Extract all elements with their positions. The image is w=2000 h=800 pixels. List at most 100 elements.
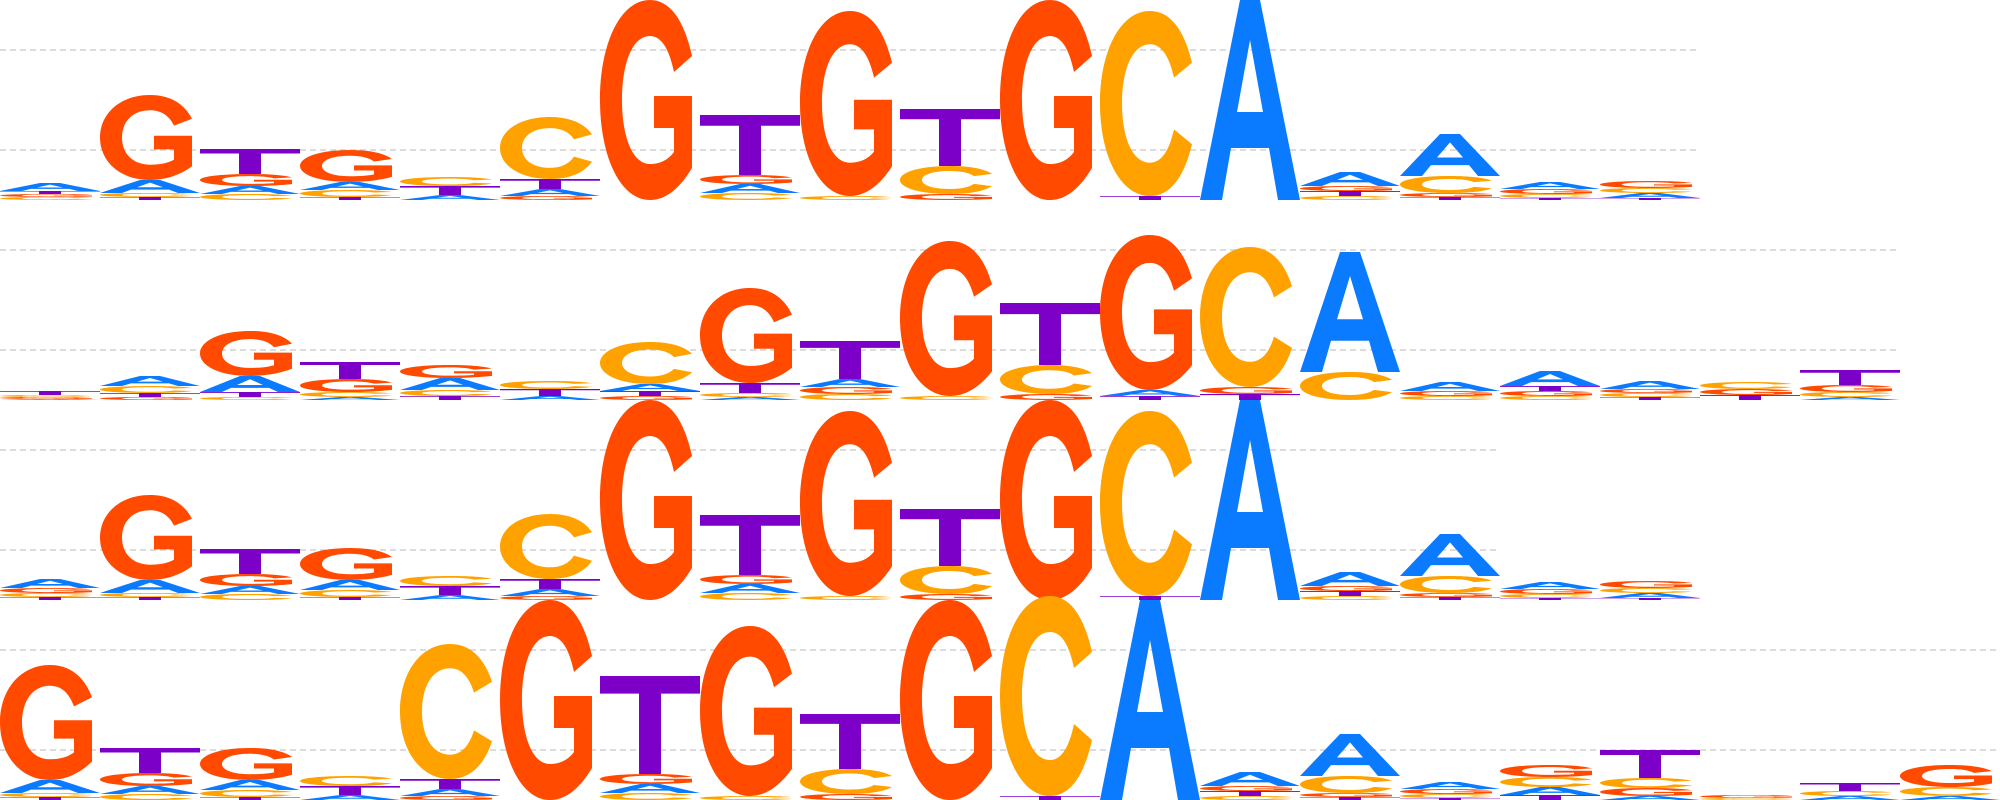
letter-G-row3-pos16 (1500, 589, 1592, 594)
letter-A-row4-pos5 (400, 789, 500, 796)
letter-T-row2-pos2 (100, 393, 200, 397)
letter-C-row1-pos6 (500, 117, 592, 179)
letter-C-row3-pos14 (1300, 596, 1392, 600)
letter-C-row2-pos8 (700, 393, 792, 397)
letter-A-row4-pos12 (1100, 600, 1200, 800)
letter-A-row1-pos14 (1300, 172, 1400, 186)
letter-T-row2-pos12 (1100, 396, 1200, 400)
letter-G-row2-pos10 (900, 241, 992, 396)
letter-A-row3-pos16 (1500, 582, 1600, 589)
letter-T-row4-pos9 (800, 714, 900, 769)
letter-C-row4-pos11 (1000, 596, 1092, 796)
letter-A-row1-pos1 (0, 183, 100, 191)
letter-T-row3-pos2 (100, 597, 200, 600)
letter-A-row3-pos1 (0, 579, 100, 588)
letter-T-row2-pos3 (200, 392, 300, 397)
letter-A-row4-pos7 (600, 784, 700, 793)
letter-T-row4-pos4 (300, 786, 400, 795)
letter-C-row1-pos3 (200, 194, 292, 200)
letter-C-row2-pos14 (1300, 372, 1392, 400)
letter-G-row1-pos14 (1300, 186, 1392, 191)
letter-G-row1-pos2 (100, 95, 192, 180)
letter-A-row2-pos15 (1400, 382, 1500, 391)
letter-G-row2-pos8 (700, 288, 792, 383)
logo-row-3 (0, 400, 1700, 600)
letter-T-row1-pos17 (1600, 198, 1700, 200)
letter-A-row4-pos4 (300, 795, 400, 800)
letter-A-row3-pos3 (200, 586, 300, 594)
letter-G-row3-pos11 (1000, 400, 1092, 600)
letter-C-row2-pos5 (400, 390, 492, 396)
letter-G-row2-pos17 (1600, 389, 1692, 393)
letter-A-row3-pos2 (100, 580, 200, 593)
letter-A-row2-pos1 (0, 399, 100, 400)
letter-G-row2-pos15 (1400, 391, 1492, 396)
letter-C-row2-pos17 (1600, 393, 1692, 397)
letter-T-row2-pos16 (1500, 386, 1600, 391)
letter-G-row4-pos17 (1600, 788, 1692, 796)
letter-T-row1-pos5 (400, 186, 500, 195)
letter-T-row2-pos19 (1800, 370, 1900, 385)
letter-A-row3-pos4 (300, 580, 400, 590)
letter-T-row3-pos4 (300, 597, 400, 600)
letter-C-row4-pos1 (0, 793, 92, 797)
letter-T-row3-pos12 (1100, 596, 1200, 600)
letter-C-row4-pos8 (700, 796, 792, 800)
letter-G-row4-pos10 (900, 600, 992, 800)
letter-C-row2-pos3 (200, 397, 292, 400)
letter-C-row1-pos8 (700, 193, 792, 200)
letter-G-row1-pos3 (200, 174, 292, 186)
letter-T-row3-pos8 (700, 515, 800, 575)
logo-row-4 (0, 596, 2000, 800)
letter-G-row2-pos7 (600, 396, 692, 400)
letter-C-row3-pos12 (1100, 411, 1192, 596)
letter-A-row3-pos14 (1300, 572, 1400, 586)
letter-T-row3-pos16 (1500, 598, 1600, 600)
letter-C-row1-pos12 (1100, 11, 1192, 196)
letter-G-row1-pos10 (900, 194, 992, 200)
letter-G-row1-pos9 (800, 11, 892, 196)
letter-T-row2-pos4 (300, 362, 400, 379)
letter-T-row4-pos1 (0, 797, 100, 800)
letter-A-row4-pos2 (100, 786, 200, 794)
letter-G-row3-pos10 (900, 594, 992, 600)
letter-C-row3-pos9 (800, 596, 892, 600)
letter-G-row2-pos5 (400, 365, 492, 378)
letter-T-row1-pos3 (200, 149, 300, 174)
letter-C-row3-pos8 (700, 593, 792, 600)
letter-C-row2-pos9 (800, 394, 892, 400)
letter-G-row4-pos13 (1200, 786, 1292, 791)
letter-G-row4-pos8 (700, 626, 792, 796)
letter-G-row1-pos8 (700, 175, 792, 184)
letter-G-row2-pos11 (1000, 394, 1092, 400)
letter-T-row4-pos3 (200, 797, 300, 800)
letter-C-row1-pos4 (300, 190, 392, 197)
letter-A-row2-pos3 (200, 376, 300, 392)
letter-T-row3-pos6 (500, 579, 600, 589)
letter-G-row4-pos2 (100, 773, 192, 786)
letter-C-row4-pos15 (1400, 794, 1492, 798)
letter-T-row1-pos8 (700, 115, 800, 175)
letter-G-row2-pos18 (1700, 389, 1792, 395)
letter-T-row1-pos10 (900, 109, 1000, 166)
letter-C-row2-pos2 (100, 386, 192, 393)
letter-A-row3-pos8 (700, 584, 800, 593)
letter-G-row2-pos16 (1500, 391, 1592, 396)
letter-G-row3-pos7 (600, 400, 692, 600)
letter-G-row4-pos6 (500, 600, 592, 800)
letter-G-row1-pos7 (600, 0, 692, 200)
letter-T-row4-pos11 (1000, 796, 1100, 800)
letter-C-row2-pos11 (1000, 365, 1092, 394)
letter-T-row2-pos17 (1600, 397, 1700, 400)
letter-T-row4-pos2 (100, 748, 200, 773)
letter-C-row2-pos10 (900, 396, 992, 400)
letter-C-row4-pos13 (1200, 796, 1292, 800)
letter-C-row1-pos10 (900, 166, 992, 194)
letter-A-row4-pos16 (1500, 787, 1600, 795)
letter-T-row2-pos13 (1200, 394, 1300, 400)
letter-A-row2-pos17 (1600, 381, 1700, 389)
letter-A-row1-pos8 (700, 184, 800, 193)
letter-T-row2-pos8 (700, 383, 800, 393)
letter-C-row1-pos5 (400, 177, 492, 186)
